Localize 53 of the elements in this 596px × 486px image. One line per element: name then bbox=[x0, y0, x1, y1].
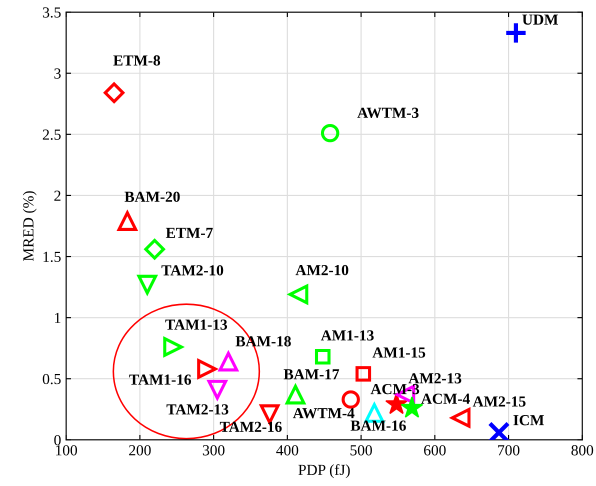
point bbox=[117, 211, 138, 231]
point bbox=[385, 392, 408, 414]
y-tick-label: 2.5 bbox=[42, 130, 61, 140]
x-tick-label: 700 bbox=[498, 445, 520, 456]
y-axis-title: MRED (%) bbox=[22, 191, 37, 261]
point bbox=[163, 337, 183, 357]
series-label: AWTM-3 bbox=[357, 108, 419, 118]
series-label: TAM2-10 bbox=[162, 265, 224, 276]
y-tick-label: 3.5 bbox=[42, 7, 61, 18]
x-tick-label: 600 bbox=[424, 445, 446, 456]
x-tick-label: 800 bbox=[571, 445, 594, 456]
point bbox=[144, 238, 166, 260]
point bbox=[342, 390, 360, 409]
series-label: BAM-20 bbox=[124, 192, 180, 202]
series-label: TAM1-13 bbox=[165, 320, 228, 330]
x-tick-label: 300 bbox=[202, 445, 224, 456]
series-label: AM2-15 bbox=[472, 396, 526, 407]
point bbox=[137, 274, 158, 295]
series-label: ETM-8 bbox=[113, 55, 160, 66]
point bbox=[314, 348, 331, 365]
point bbox=[320, 124, 340, 142]
x-tick-label: 100 bbox=[56, 445, 78, 456]
series-label: AM2-13 bbox=[408, 373, 462, 384]
x-tick-label: 500 bbox=[350, 445, 372, 456]
series-label: TAM2-13 bbox=[166, 404, 228, 415]
point bbox=[288, 284, 308, 304]
y-tick-label: 0 bbox=[54, 434, 61, 446]
x-axis-title: PDP (fJ) bbox=[298, 464, 350, 478]
y-tick-label: 1.5 bbox=[44, 252, 61, 262]
series-label: UDM bbox=[522, 14, 558, 25]
point bbox=[104, 82, 124, 104]
point bbox=[450, 408, 470, 428]
x-tick-label: 400 bbox=[276, 445, 298, 456]
point bbox=[218, 352, 238, 372]
series-label: AWTM-4 bbox=[292, 408, 354, 418]
point bbox=[356, 366, 372, 382]
series-label: BAM-17 bbox=[284, 369, 340, 380]
y-tick-label: 1 bbox=[55, 312, 60, 323]
series-label: BAM-16 bbox=[350, 420, 406, 431]
series-label: AM2-10 bbox=[296, 264, 348, 276]
series-label: ETM-7 bbox=[166, 228, 213, 238]
series-label: ACM-4 bbox=[421, 394, 470, 404]
point bbox=[286, 384, 306, 404]
point bbox=[197, 359, 217, 379]
y-tick-label: 2 bbox=[54, 190, 60, 201]
series-label: AM1-13 bbox=[320, 330, 374, 341]
y-tick-label: 0.5 bbox=[42, 374, 61, 384]
point bbox=[207, 380, 228, 400]
series-label: AM1-15 bbox=[372, 347, 426, 358]
series-label: TAM1-16 bbox=[129, 374, 192, 385]
y-tick-label: 3 bbox=[54, 68, 61, 79]
series-label: ICM bbox=[513, 415, 544, 426]
x-tick-label: 200 bbox=[129, 445, 151, 456]
